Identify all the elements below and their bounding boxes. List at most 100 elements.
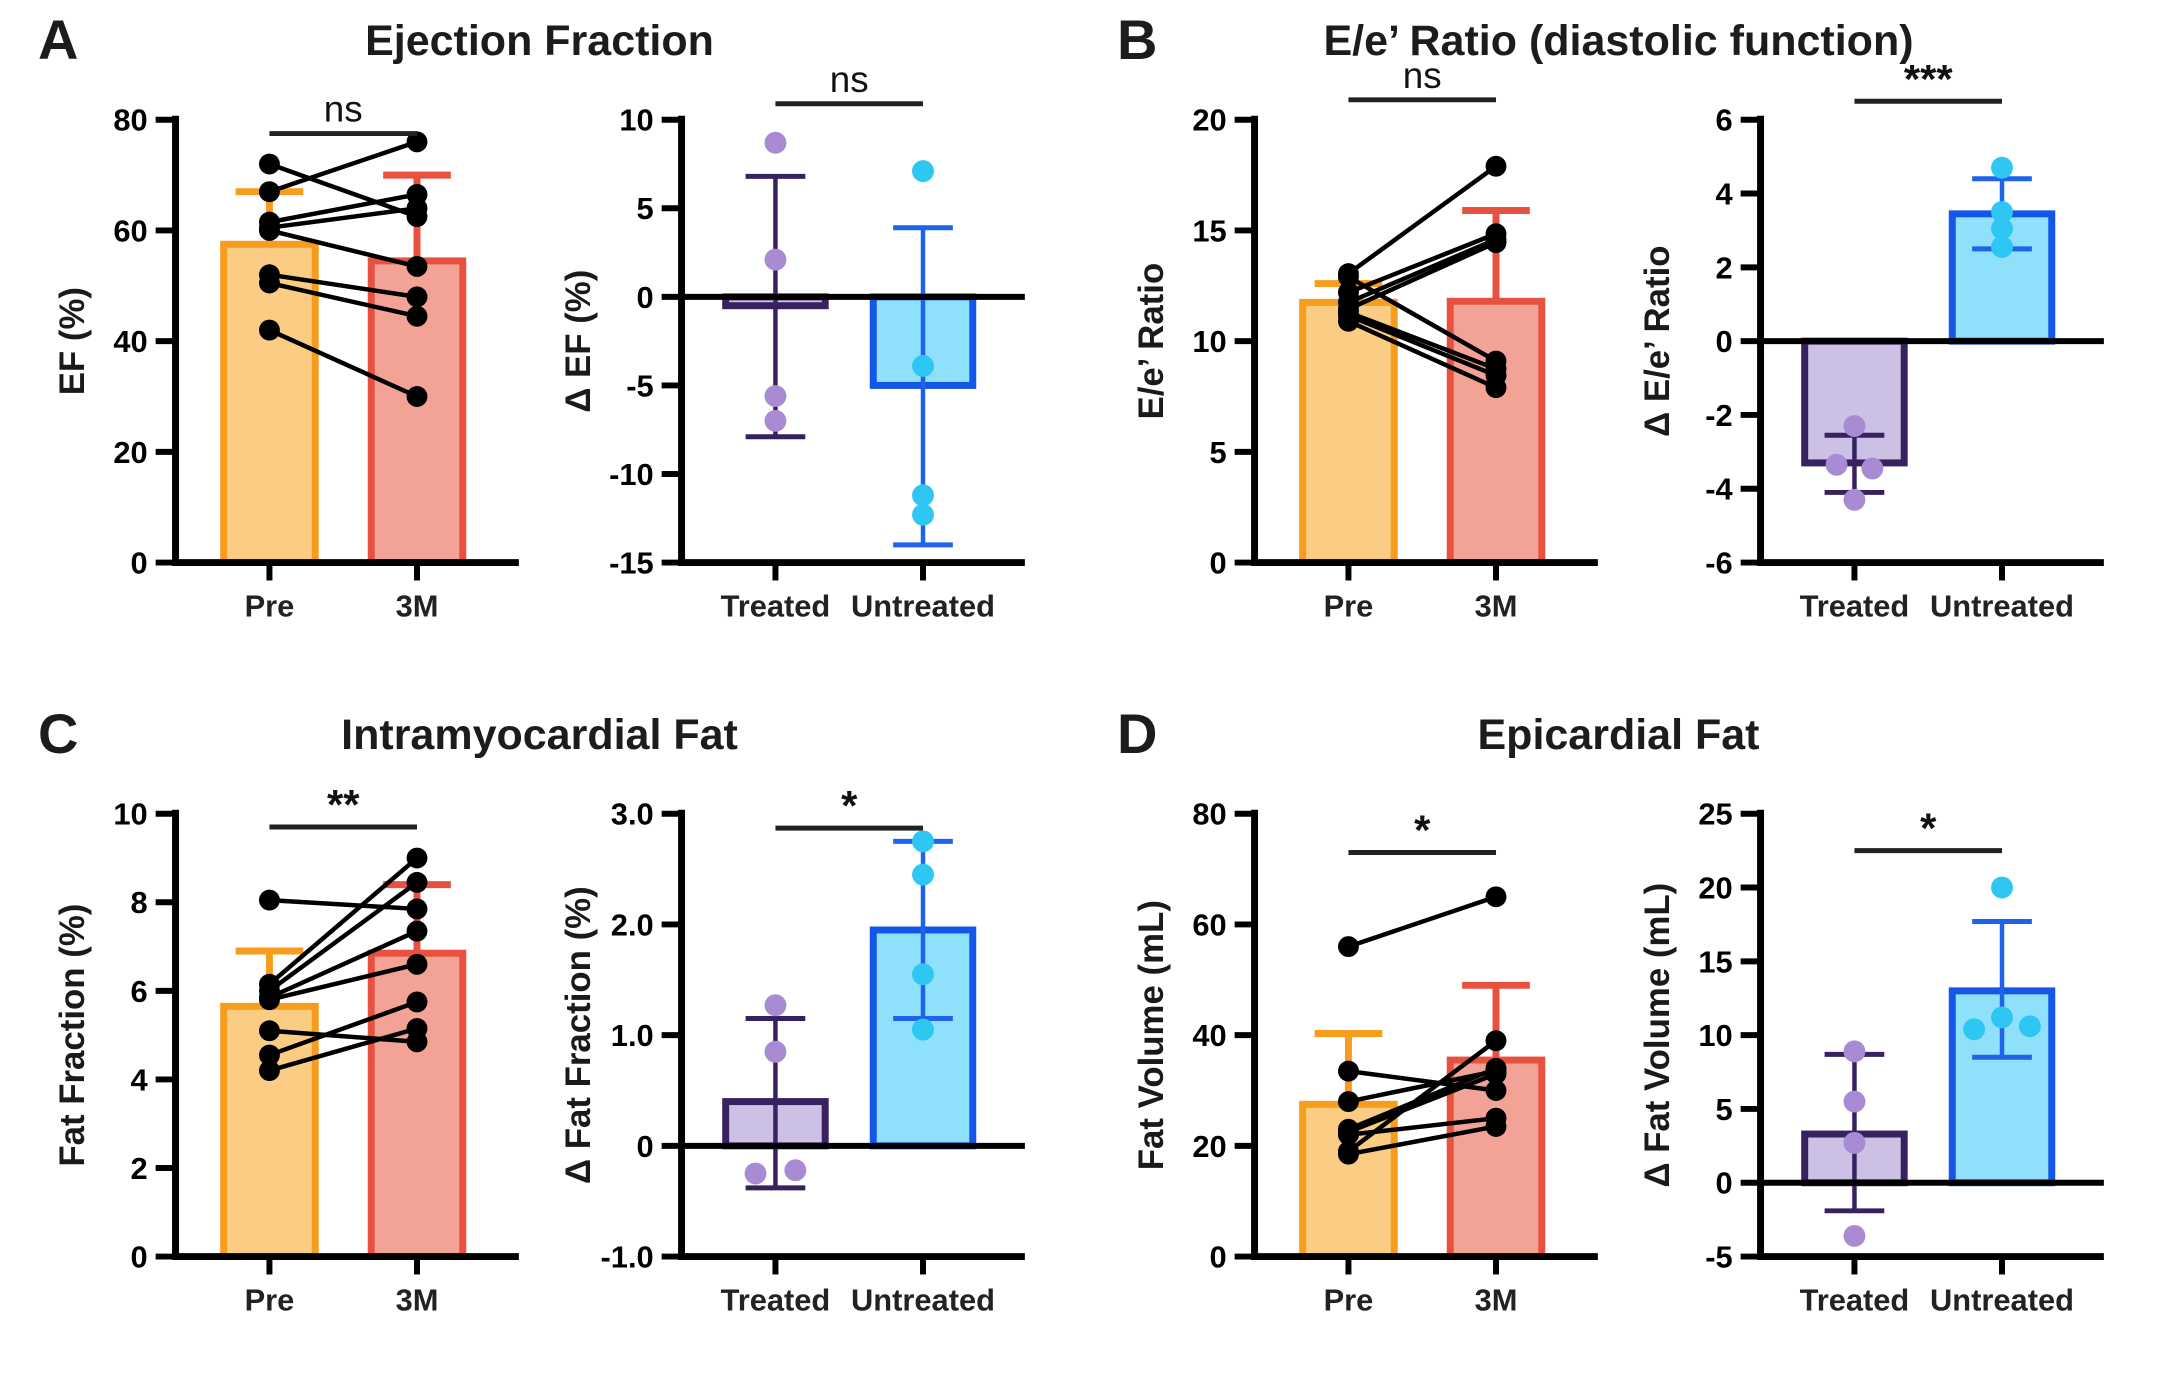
panel-d-charts: 80 60 40 20 0 Pre 3M Fat Volume (mL) * 25 20 15 10 5…: [1079, 759, 2158, 1371]
data-point: [406, 386, 427, 408]
y-tick-label: 20: [1192, 1129, 1226, 1164]
y-tick-label: -6: [1705, 546, 1732, 581]
y-tick-label: 20: [1192, 103, 1226, 138]
data-point: [258, 319, 280, 341]
panel-d-title: Epicardial Fat: [1477, 711, 1760, 759]
data-point: [258, 272, 280, 294]
y-axis-label: Fat Volume (mL): [1131, 900, 1170, 1170]
pair-line: [1347, 1124, 1496, 1157]
data-point: [258, 220, 280, 242]
category-label: 3M: [395, 1283, 438, 1318]
pair-line: [268, 328, 418, 399]
panel-a-paired-chart: 80 60 40 20 0 Pre 3M EF (%) ns: [52, 89, 519, 624]
category-label: Pre: [1323, 589, 1373, 624]
data-point: [1337, 311, 1359, 332]
pair-line: [268, 192, 417, 225]
data-point: [1337, 1124, 1359, 1146]
data-point: [2018, 1015, 2041, 1038]
pair-line: [1347, 894, 1497, 949]
panel-b-charts: 20 15 10 5 0 Pre 3M E/e’ Ratio ns 6 4 2 0 -2 -4 -6 Trea…: [1079, 65, 2158, 677]
data-point: [406, 898, 427, 920]
category-label: Pre: [244, 589, 294, 624]
data-point: [1990, 217, 2013, 240]
y-tick-label: 6: [1715, 103, 1732, 138]
data-point: [1842, 1040, 1865, 1063]
y-tick-label: 10: [1192, 324, 1226, 359]
y-tick-label: 60: [1192, 908, 1226, 943]
data-point: [911, 830, 934, 853]
category-label: Treated: [720, 1283, 830, 1318]
pair-line: [268, 898, 417, 912]
data-point: [1485, 886, 1506, 908]
y-tick-label: 5: [1715, 1092, 1732, 1127]
pair-line: [268, 1028, 417, 1045]
data-point: [1337, 1060, 1359, 1082]
pair-line: [1347, 1072, 1497, 1135]
y-tick-label: -1.0: [600, 1240, 653, 1275]
y-tick-label: 0: [1209, 1240, 1226, 1275]
data-point: [1842, 489, 1865, 512]
pair-line: [268, 1026, 418, 1074]
pair-line: [1346, 164, 1497, 276]
significance-label: ns: [1402, 65, 1441, 96]
data-point: [763, 385, 786, 408]
y-tick-label: 0: [1209, 546, 1226, 581]
panel-c-delta-chart: 3.0 2.0 1.0 0 -1.0 Treated Untreated Δ Fat Frac…: [558, 782, 1025, 1318]
data-point: [258, 1020, 280, 1042]
panel-a-title: Ejection Fraction: [365, 17, 714, 65]
y-tick-label: 40: [113, 324, 147, 359]
y-axis-label: Δ Fat Volume (mL): [1637, 883, 1676, 1188]
panel-b-delta-chart: 6 4 2 0 -2 -4 -6 Treated Untreated Δ E/e’ Ratio **…: [1637, 65, 2104, 624]
y-tick-label: 0: [636, 280, 653, 315]
category-label: Untreated: [851, 589, 995, 624]
category-label: Pre: [1323, 1283, 1373, 1318]
y-tick-label: 20: [113, 435, 147, 470]
category-label: Treated: [720, 589, 830, 624]
category-label: Pre: [244, 1283, 294, 1318]
pair-line: [1347, 237, 1497, 305]
pair-line: [268, 206, 417, 231]
panel-c-paired-chart: 10 8 6 4 2 0 Pre 3M Fat Fraction (%) **: [52, 781, 519, 1318]
y-tick-label: -5: [626, 369, 653, 404]
data-point: [1842, 1090, 1865, 1113]
data-point: [1337, 1091, 1359, 1113]
y-axis-label: Fat Fraction (%): [52, 904, 91, 1167]
panel-b: B E/e’ Ratio (diastolic function) 20 15 10…: [1079, 0, 2158, 694]
data-point: [763, 994, 786, 1017]
y-tick-label: -5: [1705, 1240, 1732, 1275]
data-point: [258, 989, 280, 1011]
data-point: [1860, 457, 1883, 480]
panel-a-charts: 80 60 40 20 0 Pre 3M EF (%) ns 10 5 0 -5 -10 -15 Treat…: [0, 65, 1079, 677]
y-tick-label: 0: [1715, 1166, 1732, 1201]
pair-line: [268, 272, 417, 300]
data-point: [911, 863, 934, 886]
data-point: [911, 355, 934, 378]
pair-line: [268, 228, 418, 269]
y-tick-label: -2: [1705, 398, 1732, 433]
data-point: [406, 847, 427, 869]
y-tick-label: 80: [1192, 797, 1226, 832]
pair-line: [1347, 313, 1497, 378]
data-point: [911, 484, 934, 507]
pair-line: [268, 929, 418, 1000]
panel-d-delta-chart: 25 20 15 10 5 0 -5 Treated Untreated Δ Fat Volume…: [1637, 797, 2104, 1318]
pair-line: [1347, 310, 1497, 372]
panel-d: D Epicardial Fat 80 60 40 20 0 Pre 3M Fat Volum…: [1079, 694, 2158, 1388]
category-label: 3M: [395, 589, 438, 624]
pair-line: [268, 1000, 418, 1058]
data-point: [1990, 876, 2013, 899]
data-point: [258, 153, 280, 175]
y-tick-label: 0: [130, 546, 147, 581]
y-tick-label: -4: [1705, 472, 1732, 507]
y-tick-label: 4: [130, 1063, 147, 1098]
panel-b-letter: B: [1117, 8, 1158, 71]
y-tick-label: 8: [130, 886, 147, 921]
y-axis-label: Δ E/e’ Ratio: [1637, 246, 1676, 437]
pair-line: [1347, 319, 1497, 390]
category-label: 3M: [1474, 1283, 1517, 1318]
pair-line: [268, 281, 417, 319]
category-label: 3M: [1474, 589, 1517, 624]
y-tick-label: 1.0: [610, 1018, 653, 1053]
significance-label: **: [326, 781, 359, 828]
